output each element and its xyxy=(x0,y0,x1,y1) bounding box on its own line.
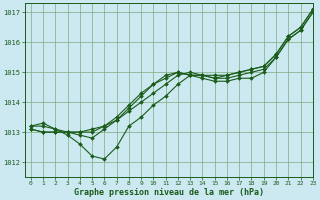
X-axis label: Graphe pression niveau de la mer (hPa): Graphe pression niveau de la mer (hPa) xyxy=(74,188,264,197)
